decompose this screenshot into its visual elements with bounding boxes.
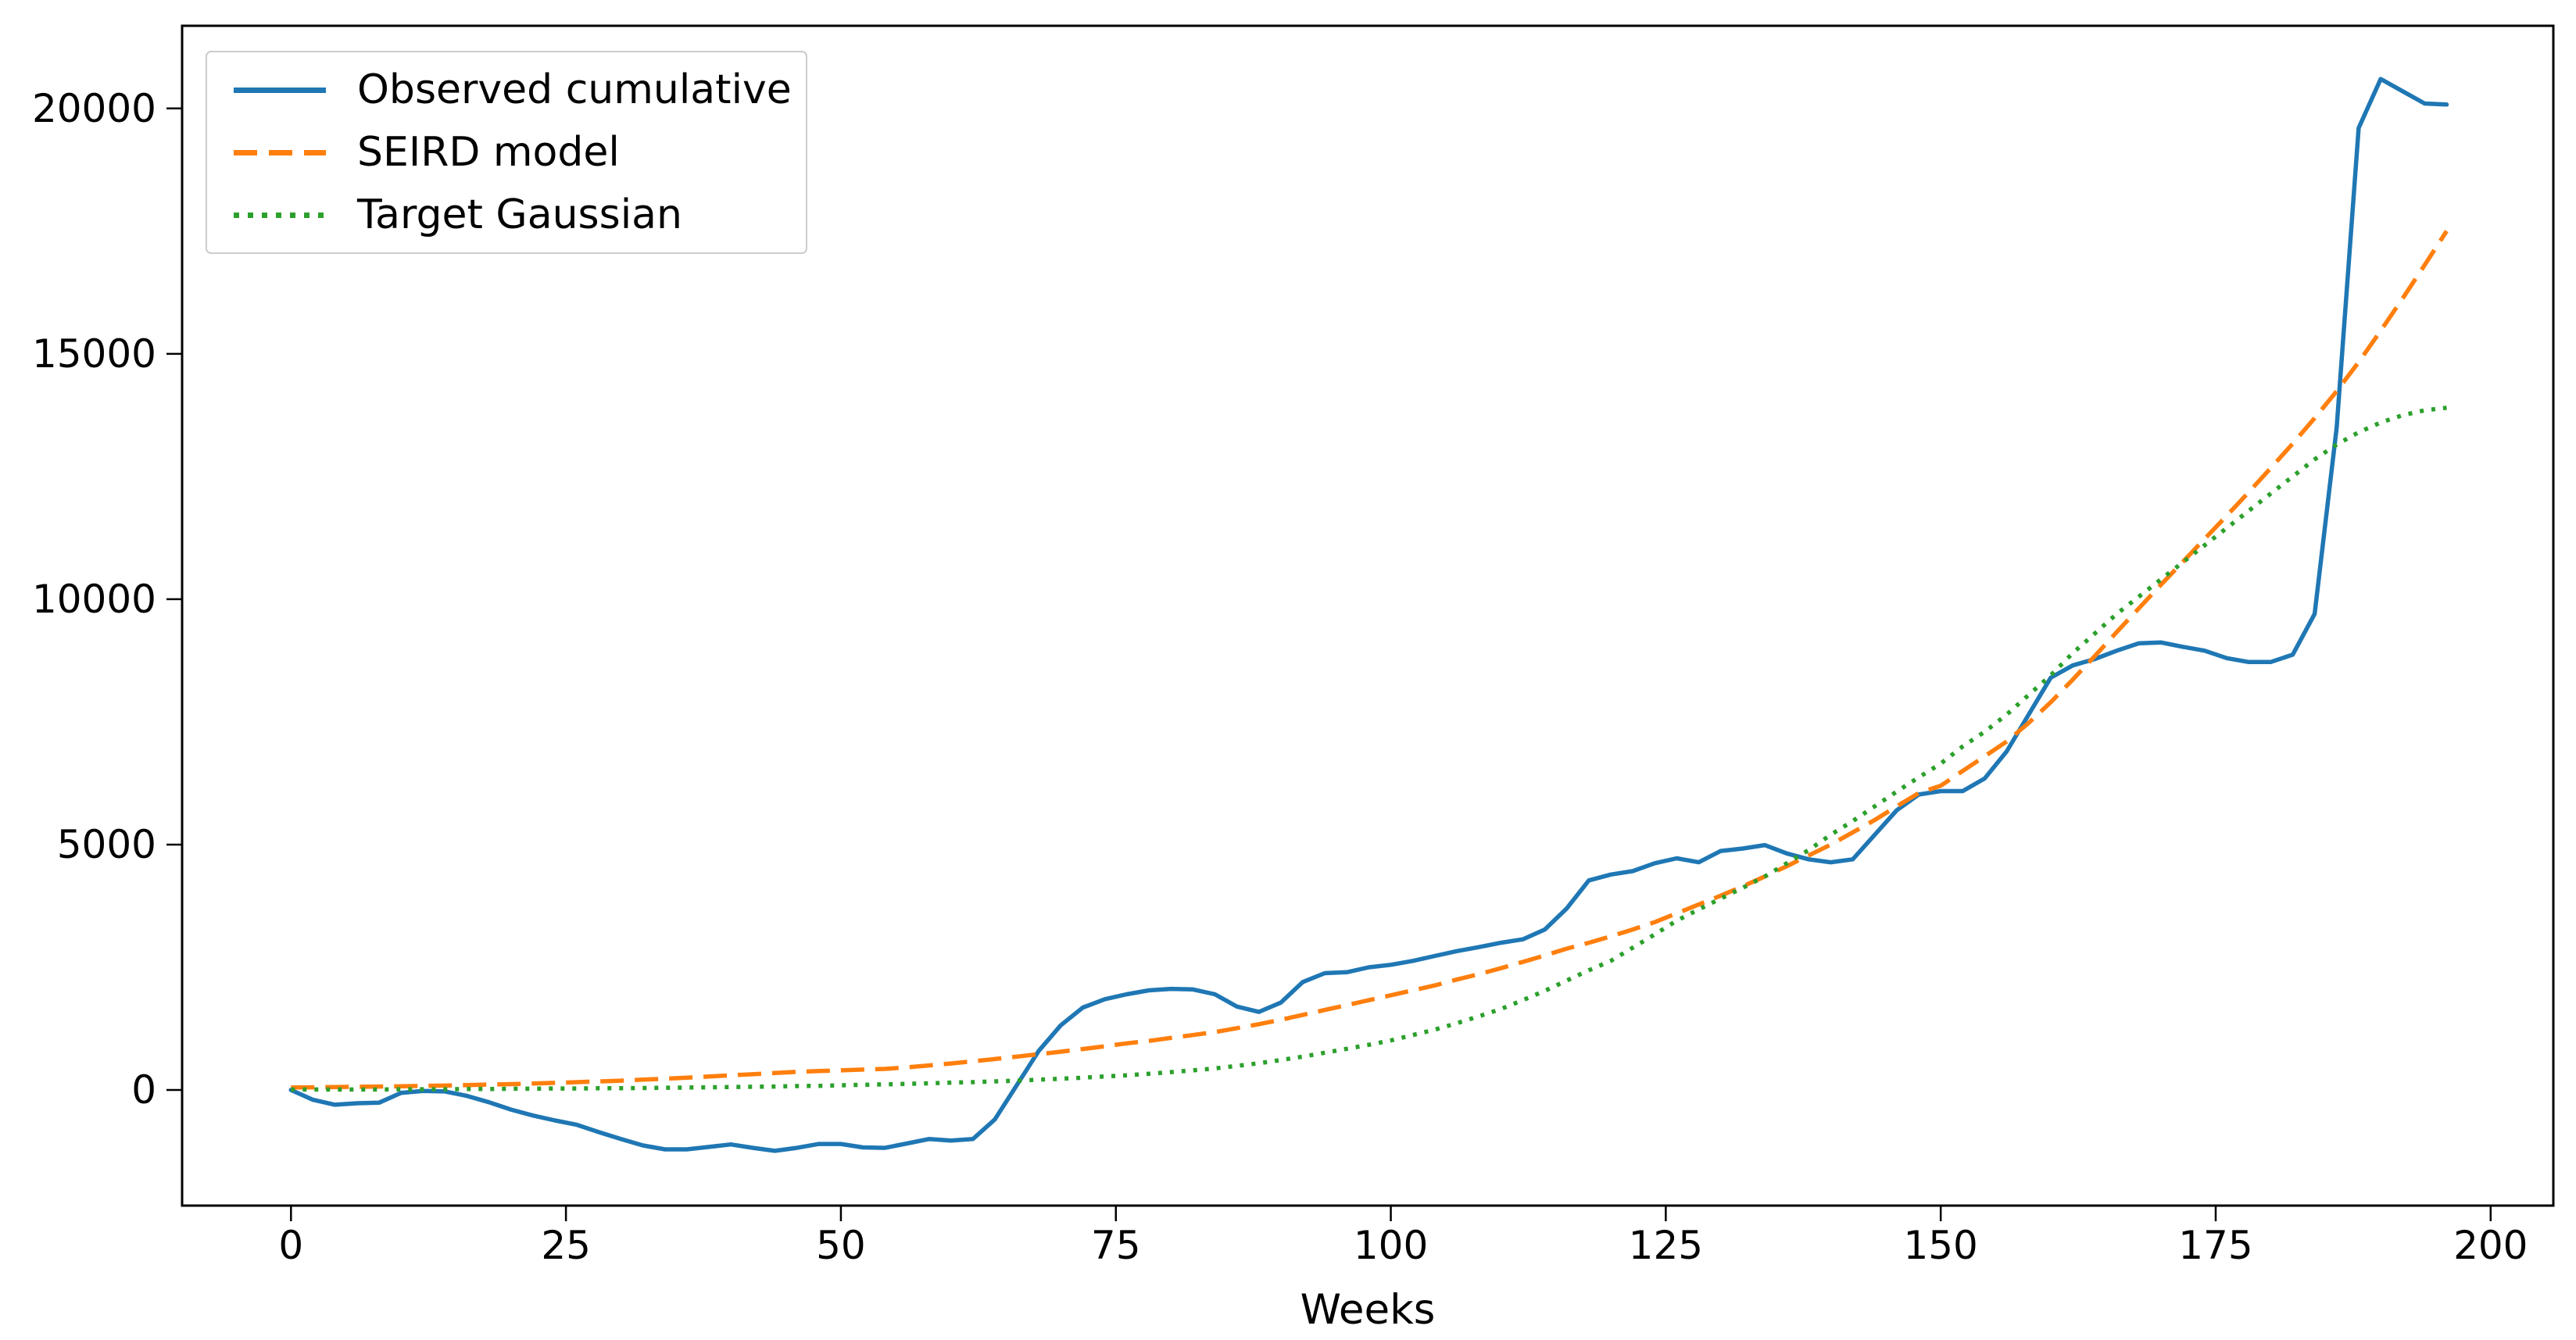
y-tick-label: 0 <box>131 1067 156 1113</box>
x-tick-label: 200 <box>2453 1223 2528 1268</box>
legend: Observed cumulative SEIRD model Target G… <box>206 51 807 254</box>
x-tick-label: 125 <box>1629 1223 1703 1268</box>
y-tick-label: 10000 <box>32 577 156 622</box>
x-tick-label: 100 <box>1354 1223 1428 1268</box>
plot-series <box>288 77 2449 1153</box>
solid-line-sample-icon <box>234 87 326 93</box>
x-tick-label: 25 <box>541 1223 591 1268</box>
x-tick-label: 175 <box>2178 1223 2252 1268</box>
legend-item-seird-model: SEIRD model <box>234 132 806 173</box>
y-tick-label: 15000 <box>32 331 156 377</box>
y-tick-label: 20000 <box>32 86 156 131</box>
x-tick-label: 150 <box>1903 1223 1977 1268</box>
legend-label: Observed cumulative <box>357 66 792 113</box>
plot-border <box>181 24 2555 1207</box>
x-axis-label: Weeks <box>1301 1286 1436 1334</box>
x-tick-label: 0 <box>278 1223 303 1268</box>
axis-ticks: 0 25 50 75 100 125 150 175 200 0 5000 10000 15000 200… <box>32 86 2528 1268</box>
series-line-observed-cumulative <box>288 77 2449 1153</box>
x-tick-label: 75 <box>1091 1223 1141 1268</box>
series-line-target-gaussian <box>291 406 2447 1092</box>
legend-label: Target Gaussian <box>357 191 682 238</box>
legend-item-observed-cumulative: Observed cumulative <box>234 70 806 110</box>
dotted-line-sample-icon <box>234 212 326 218</box>
x-tick-label: 50 <box>816 1223 866 1268</box>
y-tick-label: 5000 <box>57 822 156 867</box>
dashed-line-sample-icon <box>234 149 326 155</box>
legend-label: SEIRD model <box>357 129 620 176</box>
series-line-seird-model <box>291 230 2449 1090</box>
legend-item-target-gaussian: Target Gaussian <box>234 195 806 235</box>
